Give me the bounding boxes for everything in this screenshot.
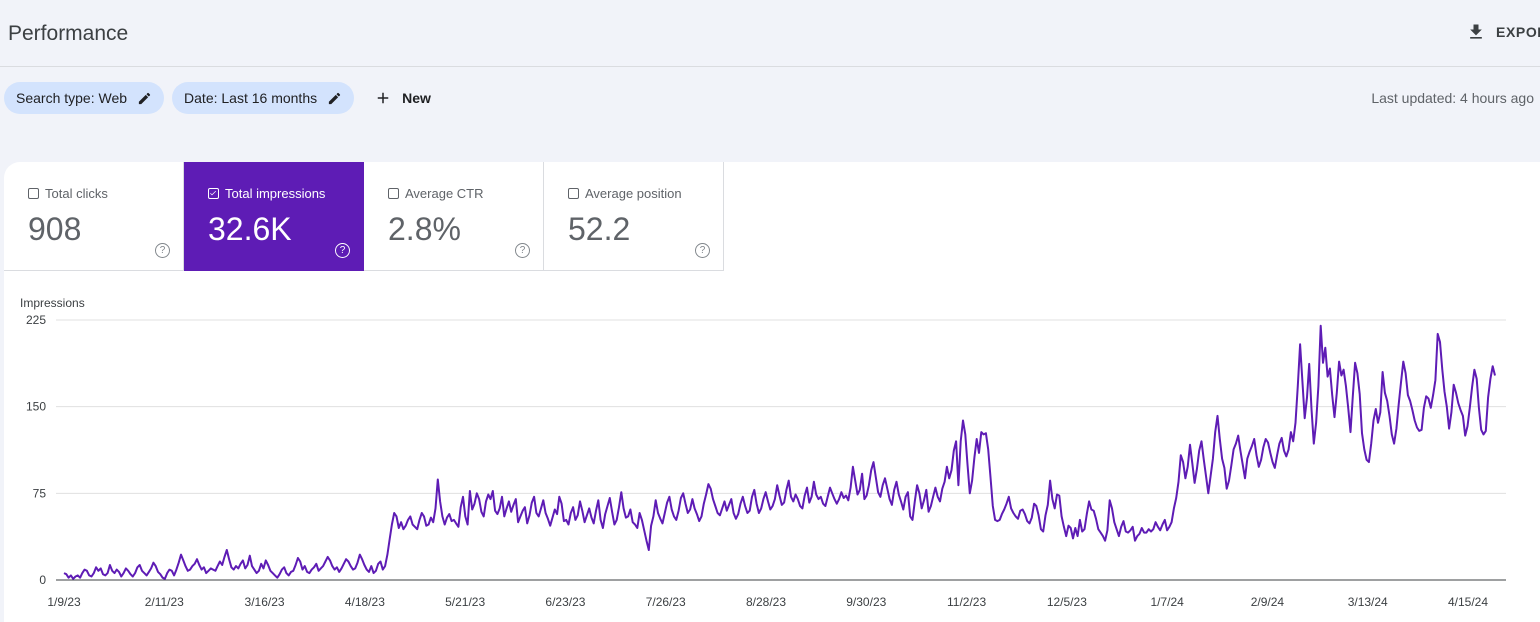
metric-card-average-ctr[interactable]: Average CTR 2.8% ? [364,162,544,271]
download-icon [1470,24,1482,39]
y-tick-label: 150 [26,400,46,414]
y-tick-label: 0 [39,573,46,587]
x-tick-label: 1/9/23 [47,595,81,609]
plus-icon [377,92,389,104]
metric-value: 32.6K [208,211,292,247]
metric-checkbox[interactable] [388,188,399,199]
help-icon[interactable]: ? [515,243,530,258]
x-tick-label: 5/21/23 [445,595,485,609]
x-tick-label: 4/15/24 [1448,595,1488,609]
metric-label-row: Average CTR [388,186,484,201]
impressions-series-line [63,324,1496,580]
x-tick-label: 8/28/23 [746,595,786,609]
filter-bar: Search type: Web Date: Last 16 months Ne… [4,82,443,114]
x-tick-label: 3/13/24 [1348,595,1388,609]
last-updated-text: Last updated: 4 hours ago [1371,90,1534,106]
y-tick-label: 225 [26,313,46,327]
metric-value: 2.8% [388,211,461,247]
help-icon[interactable]: ? [155,243,170,258]
chart-y-axis-label: Impressions [20,296,85,310]
metric-checkbox[interactable] [28,188,39,199]
metric-label: Average CTR [405,186,484,201]
x-tick-label: 2/11/23 [145,595,184,609]
metric-checkbox[interactable] [568,188,579,199]
metric-card-total-impressions[interactable]: Total impressions 32.6K ? [184,162,364,271]
metric-checkbox-checked[interactable] [208,188,219,199]
search-type-filter-label: Search type: Web [16,90,128,106]
checkmark-icon [210,190,216,196]
metric-label-row: Average position [568,186,682,201]
help-icon[interactable]: ? [695,243,710,258]
performance-panel: Total clicks 908 ? Total impressions 32.… [4,162,1540,622]
edit-icon [328,92,341,104]
new-filter-label: New [402,90,431,106]
x-tick-label: 7/26/23 [646,595,686,609]
metric-label: Total impressions [225,186,326,201]
export-button[interactable]: EXPOR [1466,22,1540,42]
metric-card-average-position[interactable]: Average position 52.2 ? [544,162,724,271]
date-filter-chip[interactable]: Date: Last 16 months [172,82,355,114]
page-title: Performance [8,22,129,45]
y-tick-label: 75 [33,486,47,500]
x-tick-label: 11/2/23 [947,595,986,609]
x-tick-label: 9/30/23 [846,595,886,609]
edit-icon [138,92,151,104]
impressions-chart: 0 75 150 225 1/9/23 2/11/23 3/16/23 4/18/23 5/21… [26,313,1506,609]
x-tick-label: 12/5/23 [1047,595,1087,609]
metric-label-row: Total clicks [28,186,108,201]
x-tick-label: 3/16/23 [245,595,285,609]
metric-label-row: Total impressions [208,186,325,201]
x-tick-label: 1/7/24 [1150,595,1184,609]
x-tick-label: 6/23/23 [545,595,585,609]
metric-card-total-clicks[interactable]: Total clicks 908 ? [4,162,184,271]
new-filter-button[interactable]: New [362,82,443,114]
export-label: EXPOR [1496,24,1540,40]
help-icon[interactable]: ? [335,243,350,258]
metric-label: Average position [585,186,682,201]
metric-value: 52.2 [568,211,631,247]
x-tick-label: 4/18/23 [345,595,385,609]
metric-value: 908 [28,211,82,247]
x-tick-label: 2/9/24 [1251,595,1285,609]
search-type-filter-chip[interactable]: Search type: Web [4,82,165,114]
page-header: Performance EXPOR [0,0,1540,67]
metric-label: Total clicks [45,186,108,201]
date-filter-label: Date: Last 16 months [184,90,318,106]
